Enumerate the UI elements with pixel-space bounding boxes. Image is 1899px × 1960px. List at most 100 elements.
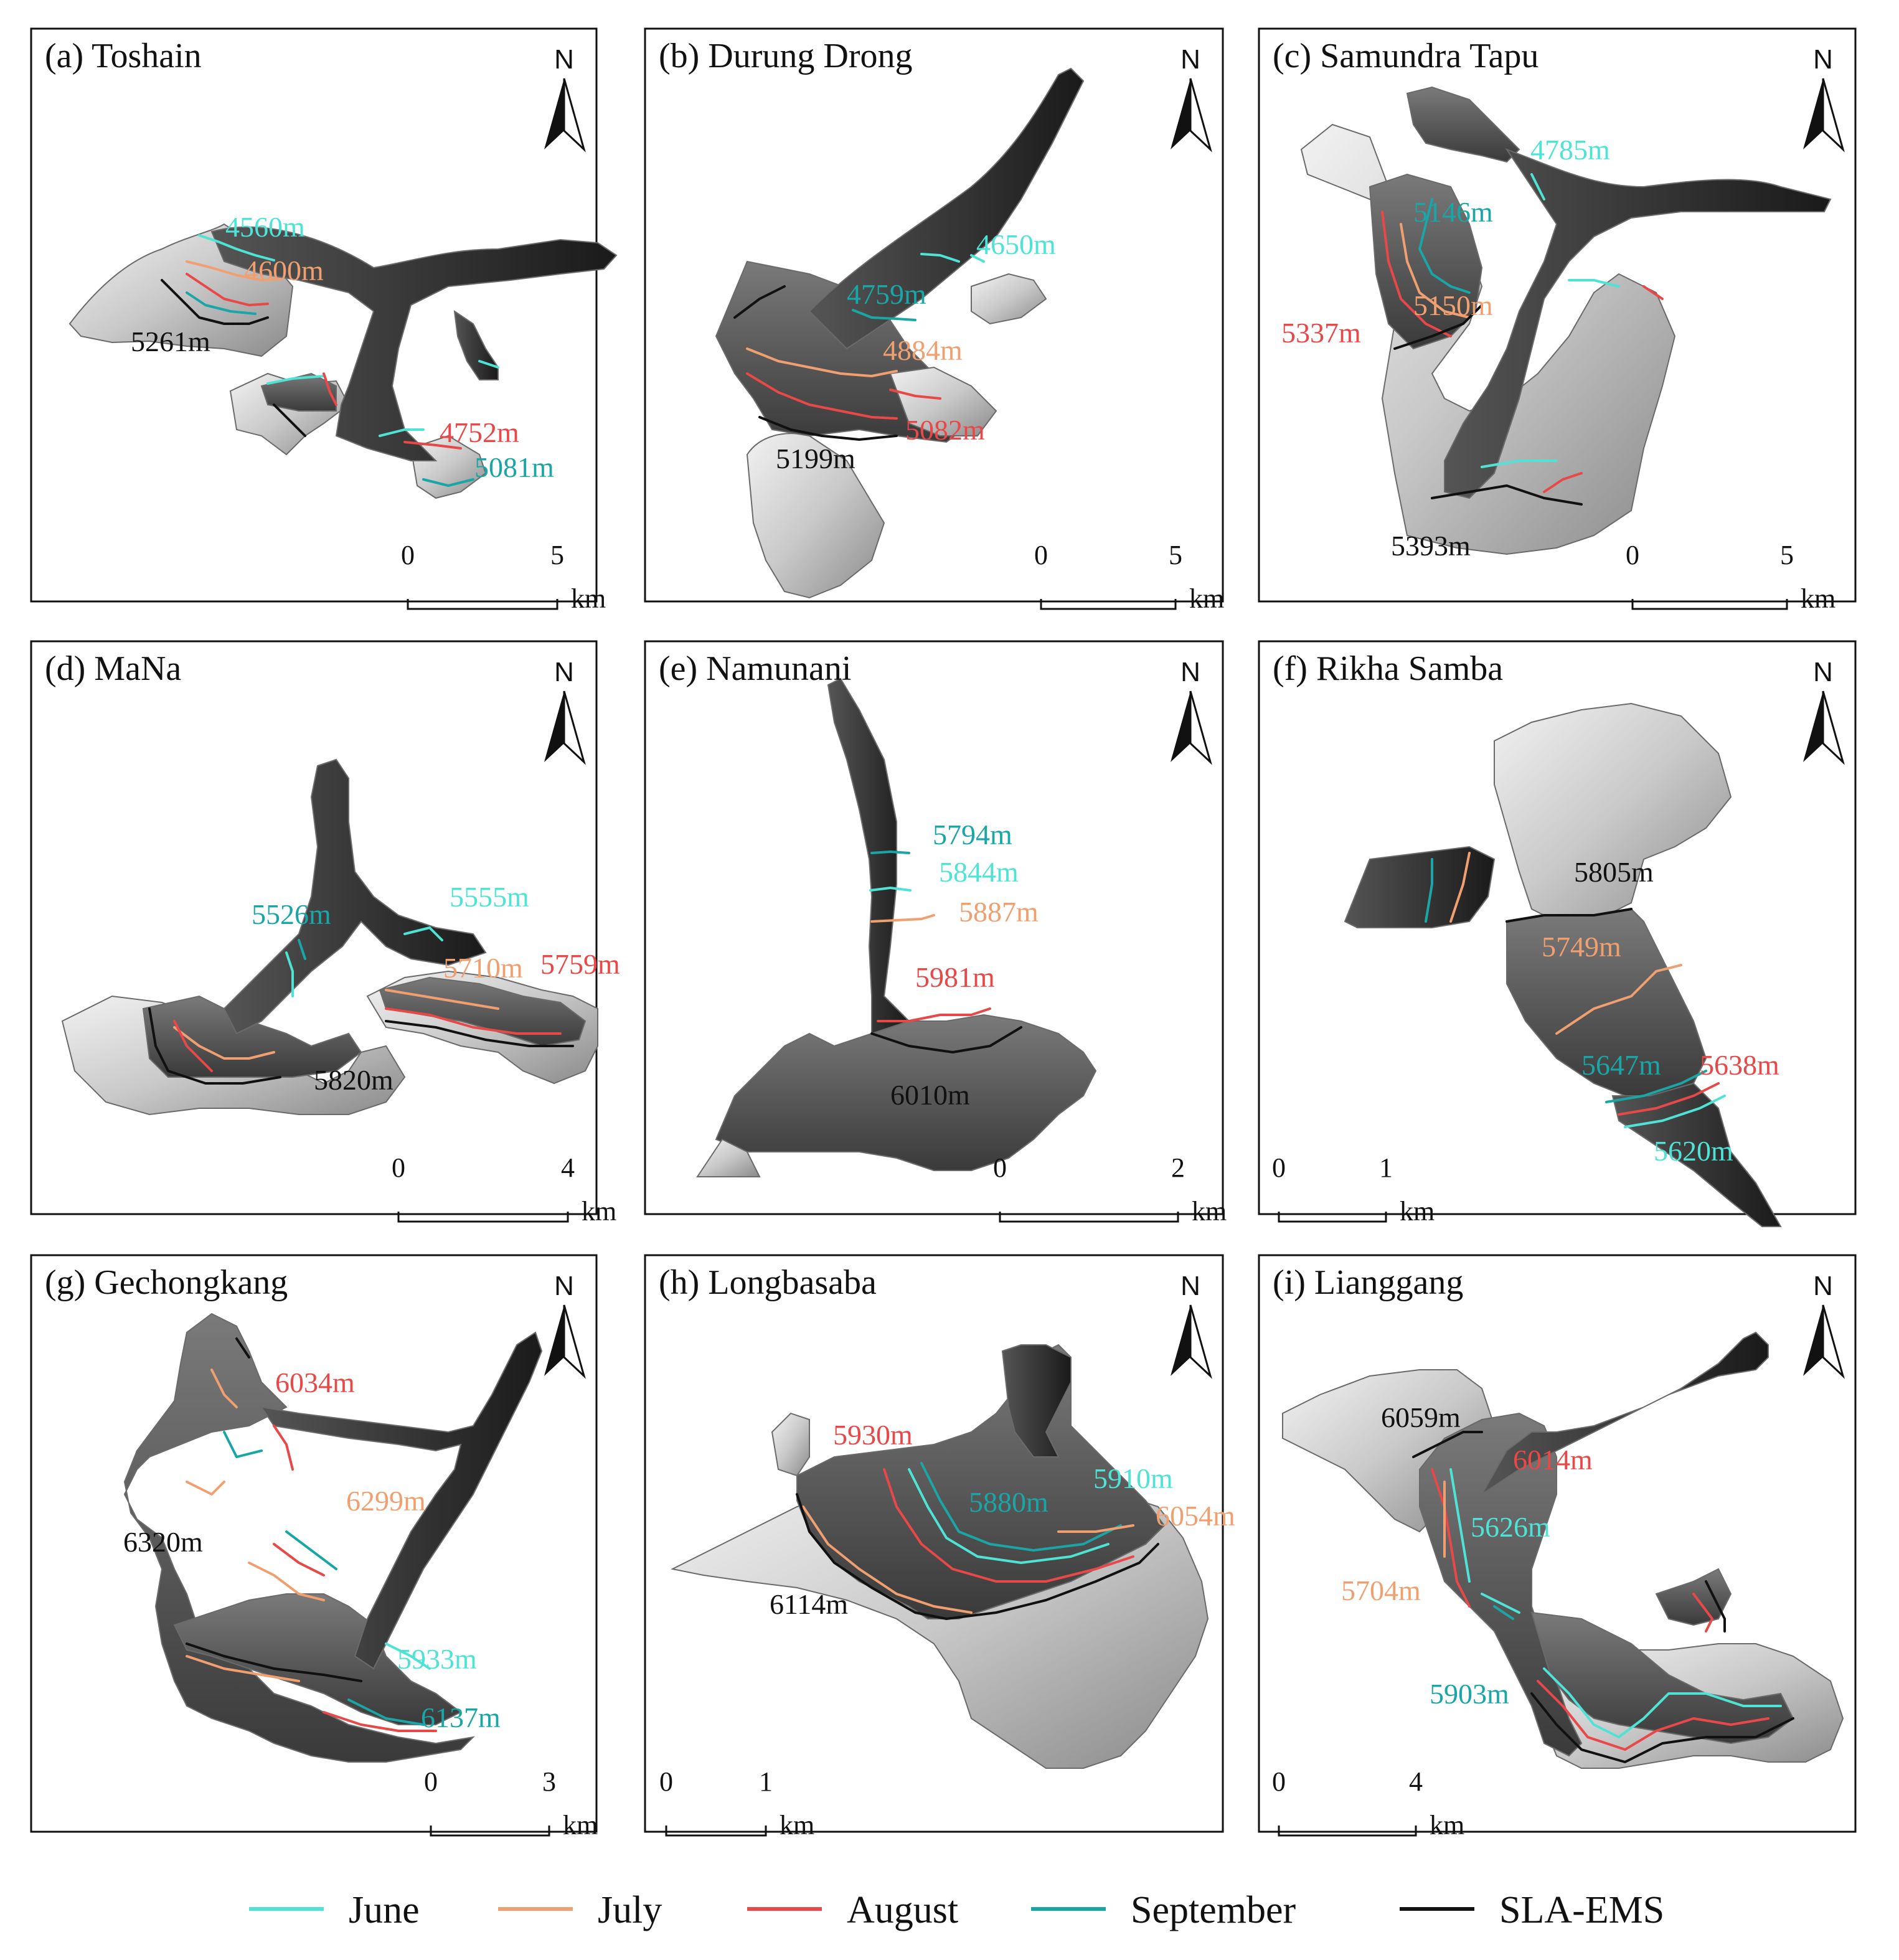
snowline-june <box>478 360 499 369</box>
scale-bar: 0 5km <box>1626 540 1835 614</box>
snowline-july <box>746 347 898 377</box>
elevation-label: 4560m <box>225 211 305 243</box>
elevation-label: 5910m <box>1093 1463 1173 1494</box>
snowline-june <box>266 375 325 385</box>
snowline-june <box>1481 459 1558 468</box>
glacier-area <box>696 1138 761 1177</box>
elevation-label: 5880m <box>969 1486 1048 1518</box>
scale-end-label: 4 <box>1409 1766 1423 1797</box>
elevation-label: 5146m <box>1413 196 1493 228</box>
elevation-label: 5626m <box>1471 1511 1550 1543</box>
north-arrow-right <box>1822 1304 1845 1379</box>
glacier-area <box>1494 702 1732 922</box>
snowline-august <box>1537 1680 1769 1751</box>
elevation-label: 5082m <box>905 414 985 446</box>
glacier-area <box>1655 1568 1732 1626</box>
scale-bar-line <box>999 1212 1179 1223</box>
north-arrow-right <box>1189 78 1212 153</box>
elevation-label: 5081m <box>474 451 554 483</box>
glacier-area <box>715 1014 1097 1171</box>
snowline-july <box>1555 964 1682 1035</box>
snowline-sla-ems <box>1393 304 1483 350</box>
snowline-september <box>852 309 917 321</box>
snowline-june <box>1543 1667 1782 1738</box>
map-panel-5: (e) Namunani N 5794m 5844m 5887m 5981m 6010m 0 2… <box>644 640 1227 1227</box>
legend-item-august: August <box>747 1889 958 1931</box>
scale-start-label: 0 <box>993 1152 1007 1183</box>
snowline-sla-ems <box>148 1007 281 1085</box>
scale-bar: 0 1km <box>1272 1152 1435 1227</box>
north-arrow-right <box>563 690 586 765</box>
scale-unit-label: km <box>780 1810 814 1840</box>
snowline-september <box>1418 198 1471 294</box>
scale-bar-line <box>430 1826 550 1837</box>
snowline-july <box>173 1026 275 1060</box>
glacier-outline <box>1282 1331 1844 1769</box>
glacier-area <box>260 1331 543 1670</box>
elevation-label: 5710m <box>443 952 523 984</box>
scale-end-label: 1 <box>1379 1152 1393 1183</box>
snowline-september <box>223 1431 263 1458</box>
elevation-label: 6014m <box>1513 1444 1593 1476</box>
snowline-sla-ems <box>1506 908 1633 923</box>
snowline-contours <box>1412 1431 1794 1763</box>
snowline-august <box>323 1711 437 1732</box>
snowline-june <box>1449 1468 1471 1583</box>
map-panel-2: (b) Durung Drong N 4650m 4759m 4884m 5082m 519… <box>644 27 1224 614</box>
elevation-label: 5759m <box>540 948 620 980</box>
panel-title: (h) Longbasaba <box>659 1263 877 1302</box>
snowline-august <box>877 1007 991 1022</box>
panel-title: (i) Lianggang <box>1273 1263 1463 1302</box>
snowline-contours <box>1425 852 1726 1128</box>
snowline-contours <box>186 1337 437 1732</box>
elevation-label: 5526m <box>252 898 331 930</box>
snowline-june <box>1624 1095 1726 1128</box>
scale-unit-label: km <box>563 1810 598 1840</box>
scale-end-label: 3 <box>542 1766 556 1797</box>
scale-start-label: 0 <box>1034 540 1048 570</box>
scale-end-label: 5 <box>550 540 564 570</box>
snowline-september <box>870 850 910 854</box>
snowline-june <box>908 1468 1110 1564</box>
glacier-area <box>410 435 487 499</box>
snowline-contours <box>869 850 1022 1053</box>
north-arrow-icon: N <box>1803 1271 1845 1379</box>
snowline-june <box>970 254 985 263</box>
scale-start-label: 0 <box>1272 1152 1286 1183</box>
elevation-label: 5620m <box>1654 1135 1733 1167</box>
scale-unit-label: km <box>582 1196 616 1227</box>
north-arrow-icon: N <box>544 44 586 153</box>
scale-bar-line <box>1278 1826 1417 1837</box>
glacier-outline <box>696 677 1097 1177</box>
snowline-sla-ems <box>161 279 269 325</box>
north-label: N <box>1180 1271 1200 1301</box>
snowline-august <box>1381 210 1452 337</box>
elevation-label: 5887m <box>959 896 1039 928</box>
snowline-september <box>298 939 306 960</box>
scale-bar: 0 1km <box>659 1766 814 1840</box>
north-label: N <box>554 657 574 687</box>
snowline-contours <box>796 1462 1159 1620</box>
scale-unit-label: km <box>571 583 606 614</box>
snowline-sla-ems <box>235 1337 250 1359</box>
north-arrow-right <box>1189 1304 1212 1379</box>
glacier-area <box>1611 1082 1782 1227</box>
snowline-july <box>1057 1524 1134 1533</box>
elevation-label: 5638m <box>1700 1049 1779 1081</box>
legend-label: SLA-EMS <box>1499 1889 1664 1931</box>
snowline-june <box>379 428 425 437</box>
elevation-label: 4759m <box>847 278 926 310</box>
panel-title: (b) Durung Drong <box>659 37 912 75</box>
elevation-label: 5930m <box>833 1419 913 1451</box>
scale-unit-label: km <box>1189 583 1224 614</box>
snowline-sla-ems <box>796 1493 1159 1620</box>
north-arrow-icon: N <box>1803 44 1845 153</box>
north-arrow-icon: N <box>1171 657 1212 765</box>
scale-bar: 0 5km <box>401 540 606 614</box>
elevation-label: 6320m <box>123 1526 203 1558</box>
map-panel-6: (f) Rikha Samba N 5805m 5749m 5647m 5638m 5620… <box>1258 640 1857 1227</box>
snowline-september <box>422 478 474 487</box>
north-arrow-left <box>1803 691 1823 762</box>
